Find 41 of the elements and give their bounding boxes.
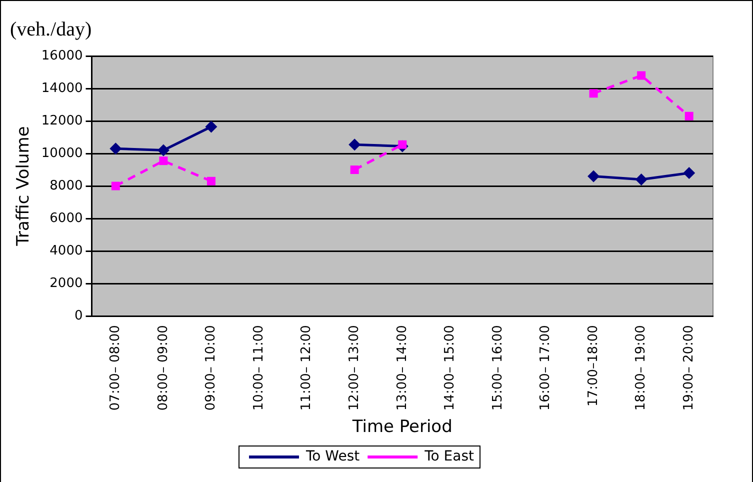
x-tick-label: 13:00– 14:00 [394, 325, 410, 411]
x-tick-label: 14:00– 15:00 [442, 325, 458, 411]
point [637, 71, 646, 80]
legend-label: To East [424, 448, 475, 465]
point [157, 144, 170, 156]
point [684, 112, 694, 120]
point [683, 167, 696, 180]
point [111, 182, 120, 190]
point [589, 89, 598, 98]
y-tick-label: 12000 [41, 113, 83, 128]
point [348, 138, 361, 151]
y-axis-title: Traffic Volume [14, 126, 34, 247]
x-tick-label: 15:00– 16:00 [490, 325, 506, 411]
x-tick-label: 08:00– 09:00 [156, 325, 171, 411]
x-tick-label: 12:00– 13:00 [346, 325, 362, 411]
x-tick-label: 11:00– 12:00 [299, 325, 314, 411]
x-tick-label: 17:00–18:00 [586, 325, 601, 406]
legend-label: To West [305, 448, 360, 465]
y-tick-label: 0 [74, 308, 83, 324]
y-tick-label: 6000 [50, 210, 83, 226]
y-tick-label: 4000 [50, 243, 83, 258]
point [110, 142, 122, 155]
y-tick-label: 8000 [50, 178, 83, 194]
y-tick-label: 14000 [41, 80, 83, 96]
y-tick-label: 10000 [41, 146, 83, 161]
point [588, 170, 600, 182]
x-tick-label: 07:00– 08:00 [108, 325, 124, 411]
x-tick-label: 19:00– 20:00 [681, 325, 696, 411]
x-tick-label: 18:00– 19:00 [634, 325, 649, 411]
chart-title: (veh./day) [10, 18, 92, 40]
point [635, 174, 648, 186]
point [205, 120, 218, 133]
y-tick-label: 2000 [50, 276, 83, 291]
point [350, 166, 359, 174]
x-axis-title: Time Period [351, 417, 452, 438]
x-tick-label: 16:00– 17:00 [538, 325, 554, 411]
x-tick-label: 10:00– 11:00 [251, 325, 266, 411]
x-tick-label: 09:00– 10:00 [204, 325, 219, 411]
point [206, 176, 216, 186]
y-tick-label: 16000 [41, 48, 83, 64]
point [159, 156, 168, 166]
